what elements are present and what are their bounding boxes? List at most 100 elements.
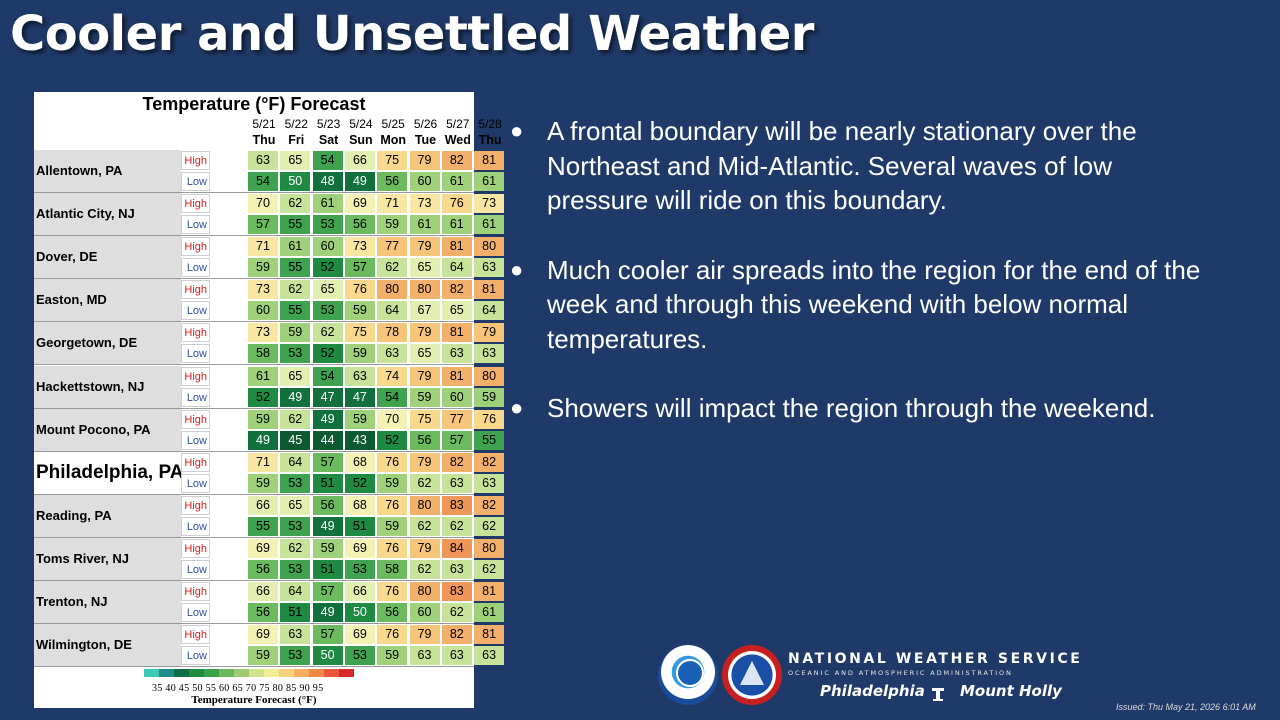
bullet-text: Showers will impact the region through t… bbox=[547, 393, 1156, 423]
high-temp-cell: 73 bbox=[409, 194, 440, 214]
low-temp-cell: 63 bbox=[474, 473, 505, 493]
day-date: 5/28 bbox=[478, 117, 502, 131]
high-temp-cell: 81 bbox=[441, 366, 472, 386]
low-label: Low bbox=[181, 215, 210, 235]
low-temp-cell: 63 bbox=[441, 559, 472, 579]
low-temp-cell: 61 bbox=[441, 215, 472, 235]
station-row: Reading, PA High 66 65 56 68 76 80 83 82 Low 55 53 49… bbox=[34, 494, 505, 538]
low-label: Low bbox=[181, 344, 210, 364]
legend-swatch bbox=[174, 669, 189, 677]
day-date: 5/24 bbox=[349, 117, 373, 131]
low-temp-cell: 61 bbox=[441, 172, 472, 191]
legend-swatch bbox=[159, 669, 174, 677]
high-temp-cell: 62 bbox=[280, 194, 311, 214]
high-label: High bbox=[181, 151, 210, 170]
legend-swatch bbox=[324, 669, 339, 677]
low-temp-cell: 62 bbox=[474, 559, 505, 579]
office-right: Mount Holly bbox=[960, 682, 1062, 700]
day-of-week: Thu bbox=[252, 133, 276, 147]
low-temp-cell: 55 bbox=[474, 430, 505, 450]
high-temp-cell: 75 bbox=[344, 323, 375, 343]
station-name: Hackettstown, NJ bbox=[34, 365, 181, 408]
bullet-dot-icon: ● bbox=[510, 118, 524, 143]
high-temp-cell: 57 bbox=[312, 625, 343, 645]
low-temp-cell: 63 bbox=[377, 344, 408, 364]
high-temp-cell: 54 bbox=[312, 366, 343, 386]
issued-timestamp: Issued: Thu May 21, 2026 6:01 AM bbox=[1116, 702, 1256, 712]
low-temp-cell: 63 bbox=[474, 344, 505, 364]
low-temp-cell: 52 bbox=[312, 258, 343, 278]
high-label: High bbox=[181, 452, 210, 472]
high-temp-cell: 79 bbox=[409, 151, 440, 170]
low-temp-cell: 53 bbox=[280, 559, 311, 579]
low-temp-cell: 57 bbox=[344, 258, 375, 278]
lighthouse-icon bbox=[932, 688, 944, 701]
day-of-week: Thu bbox=[478, 133, 502, 147]
high-temp-cell: 79 bbox=[409, 237, 440, 257]
low-temp-cell: 63 bbox=[441, 473, 472, 493]
legend-swatch bbox=[204, 669, 219, 677]
day-header: 5/26 Tue bbox=[410, 116, 442, 150]
low-label: Low bbox=[181, 430, 210, 450]
low-temp-cell: 62 bbox=[441, 516, 472, 536]
high-temp-cell: 61 bbox=[248, 366, 278, 386]
high-label: High bbox=[181, 366, 210, 386]
station-row: Georgetown, DE High 73 59 62 75 78 79 81 79 Low 58 5… bbox=[34, 322, 505, 366]
high-temp-cell: 69 bbox=[248, 625, 278, 645]
low-temp-cell: 53 bbox=[280, 646, 311, 666]
low-label: Low bbox=[181, 473, 210, 493]
low-temp-cell: 59 bbox=[474, 387, 505, 407]
high-temp-cell: 69 bbox=[344, 194, 375, 214]
high-temp-cell: 84 bbox=[441, 538, 472, 558]
bullet-text: A frontal boundary will be nearly statio… bbox=[547, 116, 1137, 215]
low-temp-cell: 60 bbox=[248, 301, 278, 321]
day-header: 5/28 Thu bbox=[474, 116, 506, 150]
station-name: Toms River, NJ bbox=[34, 537, 181, 580]
station-row: Atlantic City, NJ High 70 62 61 69 71 73 76 73 Low… bbox=[34, 193, 505, 237]
day-of-week: Sun bbox=[349, 133, 373, 147]
low-temp-cell: 50 bbox=[312, 646, 343, 666]
station-row: Hackettstown, NJ High 61 65 54 63 74 79 81 80 Low 5… bbox=[34, 365, 505, 409]
low-label: Low bbox=[181, 559, 210, 579]
high-temp-cell: 79 bbox=[409, 538, 440, 558]
high-temp-cell: 81 bbox=[474, 280, 505, 300]
high-temp-cell: 76 bbox=[377, 625, 408, 645]
high-temp-cell: 64 bbox=[280, 452, 311, 472]
high-temp-cell: 82 bbox=[441, 452, 472, 472]
low-temp-cell: 64 bbox=[441, 258, 472, 278]
high-temp-cell: 76 bbox=[377, 538, 408, 558]
high-temp-cell: 82 bbox=[441, 151, 472, 170]
high-temp-cell: 82 bbox=[441, 625, 472, 645]
high-temp-cell: 82 bbox=[441, 280, 472, 300]
low-temp-cell: 53 bbox=[280, 473, 311, 493]
high-temp-cell: 57 bbox=[312, 582, 343, 601]
high-label: High bbox=[181, 409, 210, 429]
low-temp-cell: 55 bbox=[248, 516, 278, 536]
bullet-dot-icon: ● bbox=[510, 395, 524, 420]
low-temp-cell: 57 bbox=[248, 215, 278, 235]
low-temp-cell: 47 bbox=[312, 387, 343, 407]
station-name: Georgetown, DE bbox=[34, 322, 181, 365]
station-row: Wilmington, DE High 69 63 57 69 76 79 82 81 Low 59 5… bbox=[34, 624, 505, 668]
low-label: Low bbox=[181, 258, 210, 278]
low-temp-cell: 49 bbox=[344, 172, 375, 191]
station-name: Atlantic City, NJ bbox=[34, 193, 181, 236]
low-temp-cell: 59 bbox=[409, 387, 440, 407]
high-temp-cell: 66 bbox=[248, 495, 278, 515]
low-temp-cell: 53 bbox=[312, 215, 343, 235]
agency-subtitle: OCEANIC AND ATMOSPHERIC ADMINISTRATION bbox=[788, 669, 1013, 677]
low-temp-cell: 56 bbox=[248, 603, 278, 622]
high-temp-cell: 80 bbox=[409, 582, 440, 601]
high-temp-cell: 70 bbox=[248, 194, 278, 214]
high-temp-cell: 68 bbox=[344, 495, 375, 515]
office-left: Philadelphia bbox=[820, 682, 925, 700]
low-temp-cell: 51 bbox=[344, 516, 375, 536]
low-temp-cell: 48 bbox=[312, 172, 343, 191]
high-temp-cell: 65 bbox=[280, 151, 311, 170]
high-temp-cell: 61 bbox=[280, 237, 311, 257]
high-temp-cell: 69 bbox=[344, 538, 375, 558]
low-temp-cell: 45 bbox=[280, 430, 311, 450]
high-temp-cell: 76 bbox=[377, 582, 408, 601]
low-temp-cell: 52 bbox=[248, 387, 278, 407]
high-temp-cell: 79 bbox=[409, 452, 440, 472]
